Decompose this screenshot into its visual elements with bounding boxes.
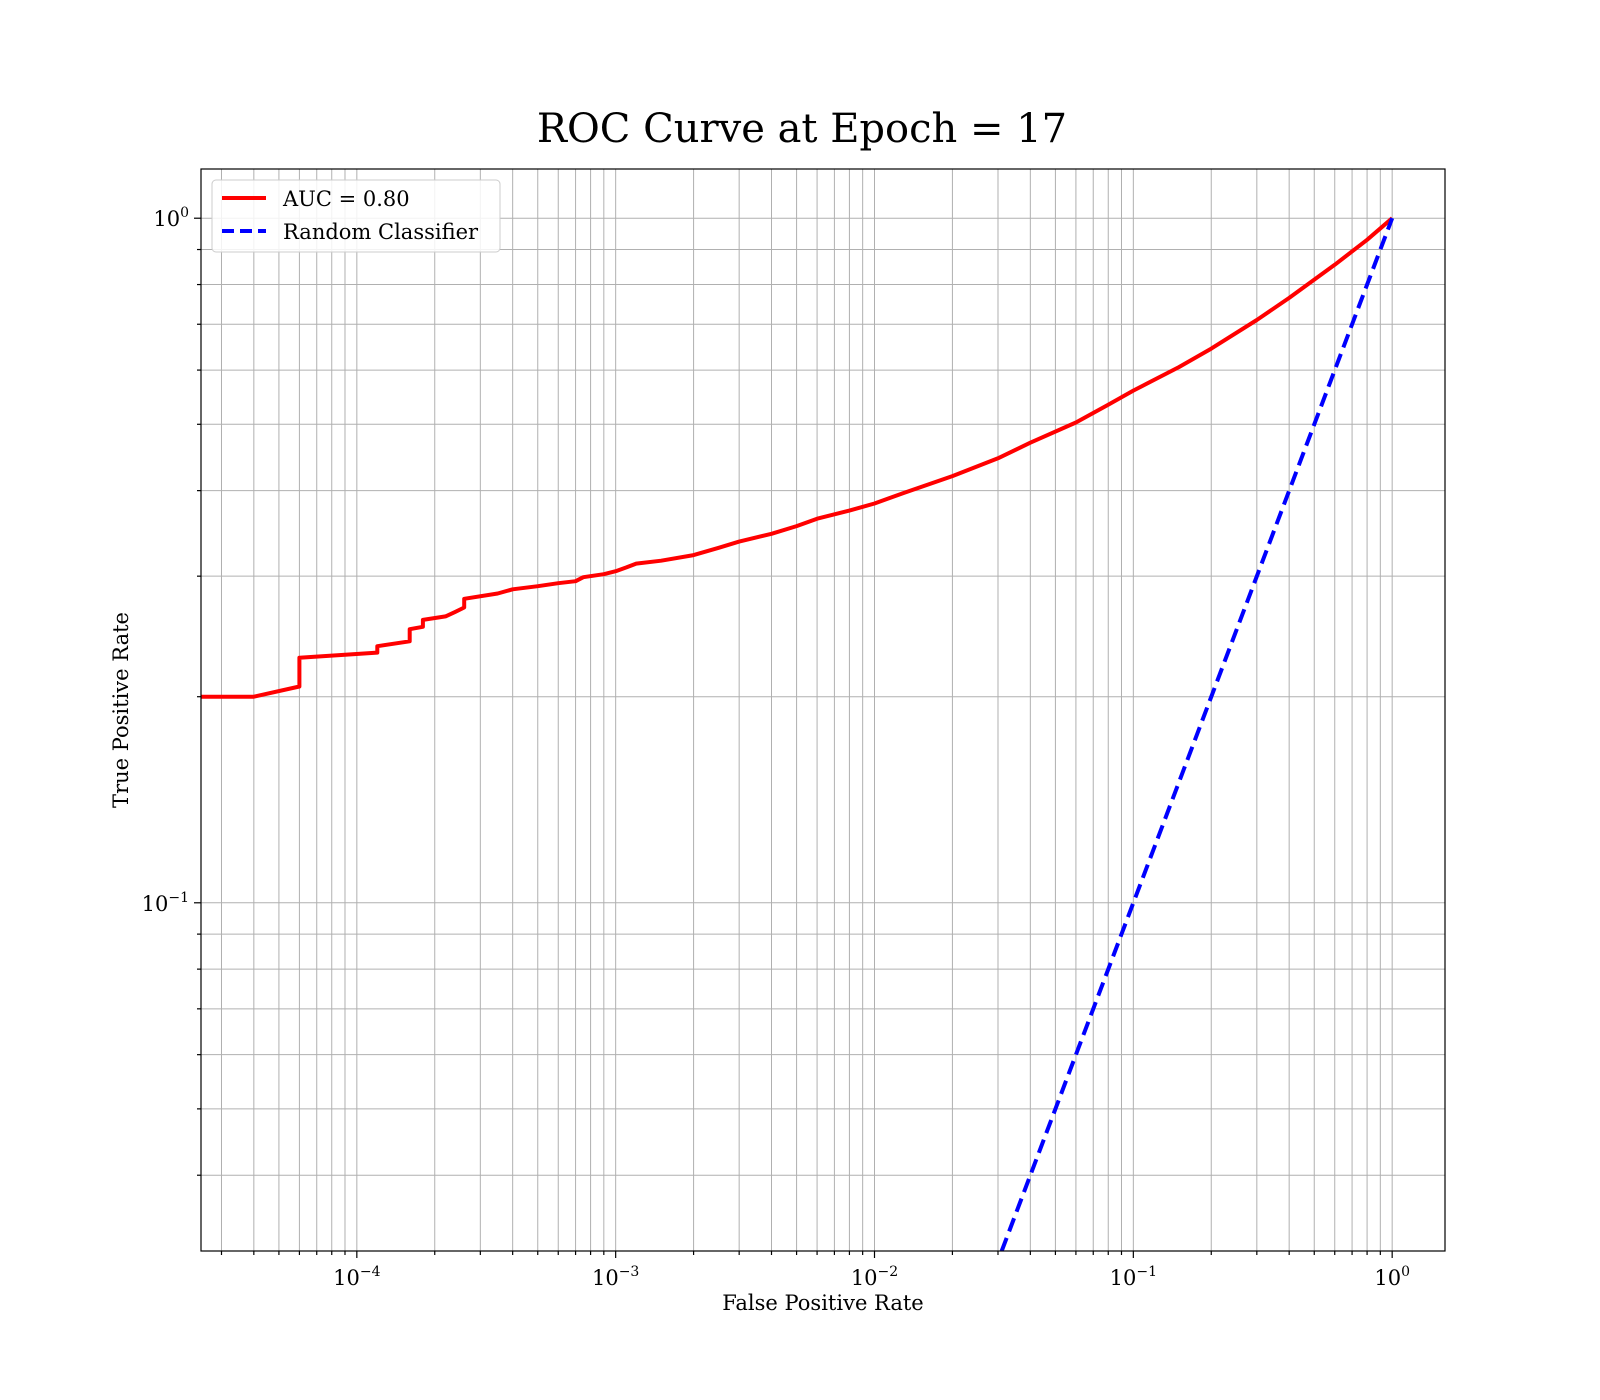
legend-box [211,179,501,253]
y-axis-label: True Positive Rate [109,612,133,808]
y-tick-label: 10−1 [142,890,189,916]
plot-frame [200,168,1446,1252]
x-axis-label: False Positive Rate [722,1291,923,1315]
roc-curve-line [201,216,1394,699]
x-tick-label: 10−1 [1110,1264,1157,1290]
plot-area [201,216,1395,1251]
x-tick-label: 10−4 [333,1264,380,1290]
random-classifier-line [999,217,1395,1251]
legend-label-random: Random Classifier [283,220,479,244]
chart-title: ROC Curve at Epoch = 17 [537,106,1067,152]
legend-label-auc: AUC = 0.80 [282,187,410,211]
grid-lines [201,169,1445,1251]
legend: AUC = 0.80 Random Classifier [211,179,501,253]
x-tick-label: 10−3 [592,1264,639,1290]
x-tick-label: 10−2 [851,1264,898,1290]
axis-ticks: 10−4 10−3 10−2 10−1 100 10−1 100 [142,205,1410,1290]
x-tick-label: 100 [1374,1264,1410,1290]
y-tick-label: 100 [153,205,189,231]
